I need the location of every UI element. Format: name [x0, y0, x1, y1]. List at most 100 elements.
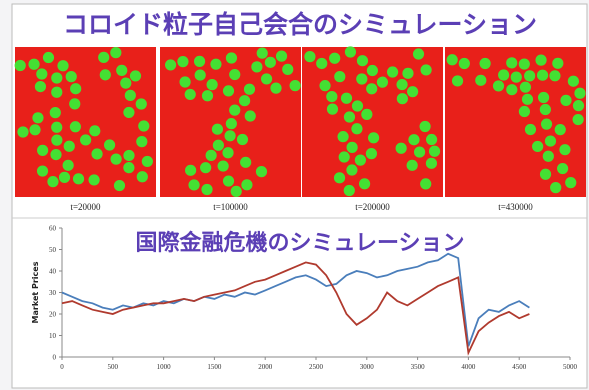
particle — [58, 171, 71, 183]
particle — [544, 135, 557, 147]
panel-label: t=200000 — [355, 202, 390, 212]
particle — [406, 159, 418, 171]
particle — [386, 66, 399, 78]
particle — [123, 162, 135, 174]
chart-title: 国際金融危機のシミュレーション — [135, 230, 464, 256]
particle — [260, 73, 273, 85]
particle — [395, 142, 407, 154]
particle — [506, 84, 518, 96]
particle — [222, 175, 235, 187]
particle — [239, 95, 251, 107]
particle — [428, 145, 441, 157]
particle — [549, 70, 561, 82]
particle — [419, 120, 431, 133]
particle — [205, 149, 217, 161]
particle — [535, 54, 547, 66]
particle — [224, 130, 236, 142]
particle — [282, 63, 294, 75]
y-axis-label: Market Prices — [31, 261, 40, 323]
particle — [524, 123, 537, 136]
x-tick-label: 500 — [108, 363, 119, 371]
particle — [225, 52, 238, 64]
particle — [446, 54, 458, 66]
particle — [110, 153, 122, 165]
particle — [264, 56, 276, 68]
x-tick-label: 1000 — [157, 363, 172, 371]
particle — [141, 155, 153, 168]
particle — [225, 118, 237, 130]
particle — [243, 83, 256, 95]
particle — [354, 154, 366, 166]
particle — [136, 171, 148, 183]
particle — [492, 80, 505, 92]
particle — [123, 149, 135, 162]
particle — [98, 51, 110, 63]
particle — [65, 71, 77, 83]
particle — [554, 124, 566, 136]
particle — [28, 58, 40, 70]
particle — [164, 59, 177, 71]
y-tick-label: 50 — [49, 246, 57, 254]
particle — [376, 76, 389, 88]
particle — [51, 86, 63, 98]
particle — [184, 88, 196, 101]
y-tick-label: 30 — [49, 289, 57, 297]
particle — [206, 79, 218, 91]
particle — [120, 77, 132, 89]
particle — [72, 173, 85, 185]
panel-label: t=100000 — [213, 202, 248, 212]
particle — [539, 103, 551, 116]
particle — [123, 106, 135, 119]
particle — [222, 85, 235, 97]
particle — [194, 69, 206, 81]
particle — [537, 91, 550, 104]
y-tick-label: 10 — [49, 332, 57, 340]
particle — [475, 74, 487, 86]
particle — [51, 121, 63, 133]
particle — [255, 166, 268, 178]
particle — [326, 91, 338, 103]
particle — [136, 136, 148, 148]
particle — [361, 108, 373, 120]
particle — [89, 125, 101, 137]
particle — [319, 80, 331, 92]
particle — [211, 123, 224, 135]
particle — [402, 67, 414, 79]
particle — [366, 83, 378, 95]
particle — [524, 70, 536, 82]
particle — [34, 80, 47, 93]
particle — [550, 182, 562, 194]
particle — [116, 64, 128, 76]
x-tick-label: 5000 — [563, 363, 578, 371]
particle — [47, 176, 59, 188]
particle — [351, 100, 364, 112]
particle — [222, 147, 234, 159]
particle — [57, 60, 69, 72]
particle — [99, 69, 111, 81]
particle — [177, 56, 189, 68]
particle — [229, 104, 241, 116]
particle — [572, 100, 585, 112]
particle — [518, 105, 531, 118]
particle — [91, 148, 103, 160]
particle — [518, 58, 530, 70]
particle — [396, 78, 408, 91]
particle — [230, 185, 242, 197]
series-line — [61, 261, 530, 356]
particle — [201, 90, 214, 102]
particle — [539, 168, 552, 180]
particle — [396, 93, 408, 105]
particle — [334, 71, 346, 83]
particle — [251, 61, 263, 73]
particle — [50, 148, 62, 161]
particle — [407, 86, 419, 98]
particle — [565, 177, 577, 189]
particle — [572, 113, 584, 126]
panels: t=20000 t=100000 t=200000 t=430000 — [14, 46, 586, 212]
particle — [329, 52, 341, 64]
particle — [244, 110, 256, 122]
particle — [458, 57, 470, 70]
particle — [333, 172, 346, 184]
particle — [103, 139, 116, 151]
